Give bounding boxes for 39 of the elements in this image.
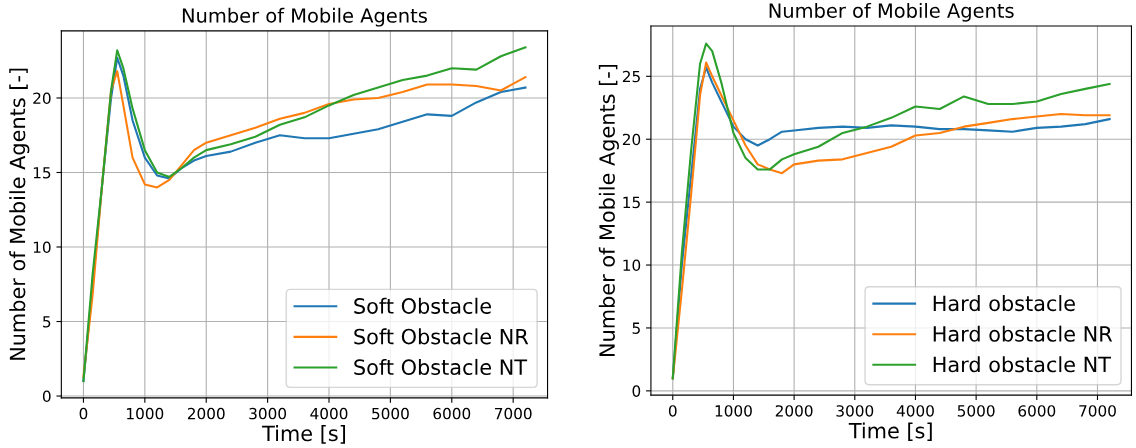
x-tick-label: 4000	[310, 407, 348, 420]
x-tick-label: 3000	[249, 407, 287, 420]
legend-label: Hard obstacle NR	[933, 325, 1113, 342]
y-tick-label: 5	[632, 322, 640, 334]
x-tick-label: 2000	[775, 405, 813, 417]
x-tick-label: 6000	[433, 407, 471, 420]
x-tick-label: 3000	[836, 405, 874, 417]
legend-label: Soft Obstacle NR	[354, 328, 529, 345]
legend-label: Soft Obstacle	[354, 297, 492, 314]
y-tick-label: 10	[33, 241, 51, 254]
y-tick-label: 15	[33, 167, 51, 179]
x-axis-title: Time [s]	[848, 422, 932, 441]
y-axis-title: Number of Mobile Agents [-]	[598, 64, 619, 356]
x-tick-label: 5000	[957, 405, 995, 417]
x-tick-label: 1000	[127, 407, 164, 420]
x-tick-label: 7000	[1079, 405, 1116, 417]
y-tick-label: 20	[33, 92, 51, 104]
x-tick-label: 2000	[187, 407, 225, 420]
y-axis-title: Number of Mobile Agents [-]	[9, 68, 30, 360]
y-tick-label: 0	[632, 385, 641, 397]
x-tick-label: 6000	[1018, 405, 1056, 417]
y-tick-label: 0	[42, 390, 51, 403]
legend-label: Hard obstacle NT	[933, 356, 1112, 373]
chart-title: Number of Mobile Agents	[182, 7, 427, 27]
y-tick-label: 25	[622, 70, 640, 83]
x-tick-label: 0	[668, 405, 677, 417]
legend-label: Hard obstacle	[933, 295, 1075, 312]
y-tick-label: 15	[623, 196, 640, 209]
x-tick-label: 1000	[715, 405, 752, 417]
y-tick-label: 20	[622, 133, 641, 146]
x-tick-label: 7000	[494, 407, 532, 420]
y-tick-label: 5	[43, 316, 51, 328]
y-tick-label: 10	[623, 259, 641, 272]
x-tick-label: 4000	[896, 405, 934, 417]
chart-title: Number of Mobile Agents	[769, 2, 1014, 22]
legend-label: Soft Obstacle NT	[354, 358, 528, 376]
x-axis-title: Time [s]	[262, 425, 346, 444]
x-tick-label: 0	[79, 407, 88, 420]
x-tick-label: 5000	[372, 407, 409, 420]
